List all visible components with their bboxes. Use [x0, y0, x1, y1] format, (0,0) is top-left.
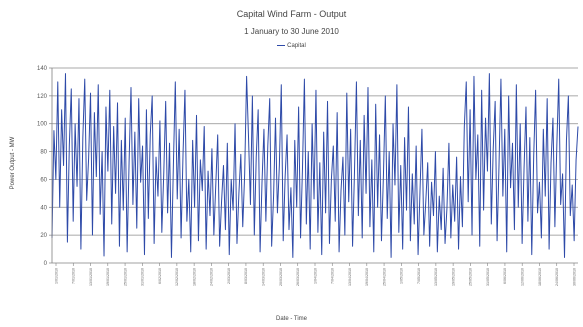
x-tick-label: 7/04/2010: [331, 268, 335, 284]
x-tick-label: 31/05/2010: [486, 268, 490, 286]
y-tick-label: 40: [40, 205, 47, 211]
x-tick-label: 1/01/2010: [54, 268, 58, 284]
x-tick-label: 20/03/2010: [279, 268, 283, 286]
y-tick-label: 0: [44, 261, 48, 267]
x-tick-label: 19/01/2010: [106, 268, 110, 286]
x-tick-label: 19/05/2010: [451, 268, 455, 286]
x-tick-label: 30/06/2010: [572, 268, 576, 286]
x-tick-label: 13/04/2010: [348, 268, 352, 286]
x-tick-label: 1/04/2010: [313, 268, 317, 284]
x-tick-label: 12/06/2010: [521, 268, 525, 286]
legend: Capital: [0, 43, 583, 49]
series-line-0: [51, 73, 579, 258]
x-tick-label: 13/05/2010: [434, 268, 438, 286]
y-tick-label: 60: [40, 177, 47, 183]
x-tick-label: 18/02/2010: [192, 268, 196, 286]
x-tick-label: 6/06/2010: [503, 268, 507, 284]
x-tick-label: 13/01/2010: [89, 268, 93, 286]
x-tick-label: 8/03/2010: [244, 268, 248, 284]
x-tick-label: 18/06/2010: [538, 268, 542, 286]
chart-title: Capital Wind Farm - Output: [236, 9, 347, 19]
x-tick-label: 2/03/2010: [227, 268, 231, 284]
y-tick-label: 100: [37, 122, 48, 128]
x-tick-label: 24/06/2010: [555, 268, 559, 286]
y-tick-label: 80: [40, 150, 47, 156]
series-layer: [51, 73, 579, 258]
y-tick-label: 20: [40, 233, 47, 239]
y-axis-ticks: 0 20 40 60 80 100 120 140: [37, 66, 52, 267]
x-tick-label: 14/03/2010: [262, 268, 266, 286]
x-tick-label: 25/05/2010: [469, 268, 473, 286]
x-tick-label: 25/01/2010: [123, 268, 127, 286]
x-tick-label: 19/04/2010: [365, 268, 369, 286]
x-axis-ticks: 1/01/2010 7/01/2010 13/01/2010 19/01/2010 25…: [54, 263, 576, 286]
y-tick-label: 140: [37, 66, 48, 72]
x-tick-label: 7/01/2010: [72, 268, 76, 284]
x-tick-label: 24/02/2010: [210, 268, 214, 286]
chart-subtitle: 1 January to 30 June 2010: [244, 27, 339, 36]
x-tick-label: 25/04/2010: [382, 268, 386, 286]
legend-swatch: [277, 44, 286, 46]
x-tick-label: 26/03/2010: [296, 268, 300, 286]
x-axis-title: Date - Time: [275, 316, 307, 322]
x-tick-label: 6/02/2010: [158, 268, 162, 284]
x-tick-label: 31/01/2010: [141, 268, 145, 286]
x-tick-label: 7/05/2010: [417, 268, 421, 284]
y-tick-label: 120: [37, 94, 48, 100]
legend-label: Capital: [287, 43, 306, 49]
x-tick-label: 1/05/2010: [400, 268, 404, 284]
x-tick-label: 12/02/2010: [175, 268, 179, 286]
